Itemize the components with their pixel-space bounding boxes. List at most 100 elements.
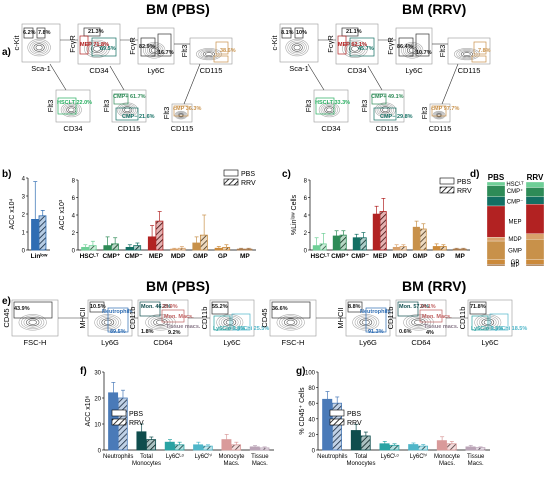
x-axis-label: Ly6C bbox=[481, 338, 499, 347]
contour-ring bbox=[176, 112, 186, 118]
contour-ring bbox=[276, 314, 305, 331]
x-tick-label: GP bbox=[435, 253, 445, 260]
gating-arrow bbox=[367, 65, 383, 91]
gate bbox=[213, 55, 229, 63]
gate-label: 10% bbox=[296, 30, 307, 36]
bar-pbs bbox=[31, 218, 39, 251]
legend-label-rrv: RRV bbox=[347, 420, 362, 427]
bar-pbs bbox=[408, 444, 419, 451]
x-axis-label: CD115 bbox=[376, 124, 399, 133]
gate bbox=[211, 301, 229, 315]
gate bbox=[79, 35, 89, 55]
x-tick-label: Monocytes bbox=[346, 461, 375, 467]
gate bbox=[89, 301, 105, 313]
gate-label: 0.6% bbox=[399, 329, 412, 335]
x-tick-label: HSCᴸᵀ bbox=[80, 253, 99, 260]
gate bbox=[398, 37, 414, 57]
gate-label: CMP− 29.8% bbox=[380, 114, 413, 120]
gate-label: Neutrophils bbox=[102, 309, 133, 315]
plot-frame bbox=[429, 103, 451, 123]
y-tick-label: 1 bbox=[22, 231, 26, 237]
contour-ring bbox=[122, 106, 133, 114]
legend-label-pbs: PBS bbox=[347, 411, 361, 418]
x-axis-label: CD115 bbox=[429, 124, 452, 133]
x-tick-label: Total bbox=[140, 454, 153, 460]
legend-swatch-pbs bbox=[439, 177, 455, 185]
x-tick-label: Macs. bbox=[223, 461, 239, 467]
bar-tint bbox=[200, 235, 208, 250]
bar-pbs bbox=[465, 446, 476, 451]
y-tick-label: 10 bbox=[94, 423, 101, 429]
y-axis-title: ACC x10⁶ bbox=[85, 395, 92, 426]
gate-label: 21.3% bbox=[88, 29, 104, 35]
gate-label: CMP+ 61.7% bbox=[113, 94, 146, 100]
legend-label-pbs: PBS bbox=[457, 179, 471, 186]
gate bbox=[294, 27, 304, 39]
y-axis-label: FcγR bbox=[326, 35, 335, 53]
plot-frame bbox=[55, 89, 91, 123]
y-axis-label: Flt3 bbox=[420, 107, 429, 120]
bar-pbs bbox=[332, 235, 340, 251]
gate bbox=[213, 315, 231, 331]
stack-segment bbox=[486, 181, 506, 186]
gate-label: Mon. Macs. bbox=[422, 314, 452, 320]
bar-tint bbox=[420, 229, 427, 250]
x-tick-label: MP bbox=[240, 253, 250, 260]
y-tick-label: 40 bbox=[308, 417, 315, 423]
x-tick-label: CMP⁺ bbox=[331, 253, 349, 260]
contour-ring bbox=[293, 44, 301, 51]
gate bbox=[397, 301, 419, 317]
x-axis-label: CD64 bbox=[153, 338, 172, 347]
contour-ring bbox=[318, 102, 340, 118]
contour-ring bbox=[346, 42, 364, 55]
y-axis-label: c-Kit bbox=[12, 35, 21, 51]
contour-ring bbox=[435, 113, 443, 118]
gate-label: Tissue macs. bbox=[166, 324, 201, 330]
x-tick-label: CMP⁺ bbox=[102, 253, 120, 260]
stack-segment bbox=[486, 240, 506, 260]
contour-ring bbox=[286, 319, 295, 325]
bar-pbs bbox=[372, 213, 380, 251]
flow-plot-fcgr-ly6c: Ly6C FcγR 82.9%16.7% bbox=[128, 27, 175, 75]
gating-arrow bbox=[109, 65, 125, 91]
gate bbox=[349, 37, 375, 57]
bar-tint bbox=[418, 446, 428, 450]
gate-label: 4% bbox=[426, 330, 434, 336]
panel-letter-e: e) bbox=[2, 296, 11, 307]
bar-tint bbox=[178, 248, 186, 250]
contour-ring bbox=[378, 105, 393, 115]
legend-swatch-pbs bbox=[329, 409, 345, 417]
contour-ring bbox=[33, 43, 45, 52]
gate bbox=[115, 107, 139, 121]
y-axis-label: CD45 bbox=[260, 308, 269, 327]
gate bbox=[107, 307, 129, 333]
legend-label-pbs: PBS bbox=[241, 171, 255, 178]
gate-label: 16.7% bbox=[158, 50, 174, 56]
contour-ring bbox=[374, 102, 396, 118]
gate-label: 21.1% bbox=[346, 29, 362, 35]
bar-pbs bbox=[352, 237, 360, 251]
gate-label: HSCLT 33.3% bbox=[315, 100, 350, 106]
stack-segment bbox=[525, 196, 545, 205]
flow-plot-hsc: CD34 Flt3 HSCLT 22.0% bbox=[46, 89, 92, 133]
x-axis-label: Ly6G bbox=[101, 338, 119, 347]
y-tick-label: 30 bbox=[94, 371, 101, 377]
gate-label: Tissue macs. bbox=[424, 324, 459, 330]
gate-label: 38.6% bbox=[220, 48, 236, 54]
plot-frame bbox=[313, 89, 349, 123]
gate bbox=[83, 27, 101, 37]
contour-ring bbox=[23, 316, 42, 328]
x-axis-label: CD64 bbox=[411, 338, 430, 347]
bar-tint bbox=[174, 444, 184, 450]
stack-label: GP bbox=[511, 260, 520, 266]
chart-b_left: 0 1 2 3 4 ACC x10⁴ Linˡᵒʷ bbox=[9, 177, 50, 260]
x-tick-label: Neutrophils bbox=[103, 454, 133, 460]
contour-ring bbox=[90, 44, 103, 54]
stack-segment bbox=[525, 233, 545, 240]
contour-ring bbox=[150, 47, 158, 53]
bar-pbs bbox=[192, 242, 201, 251]
